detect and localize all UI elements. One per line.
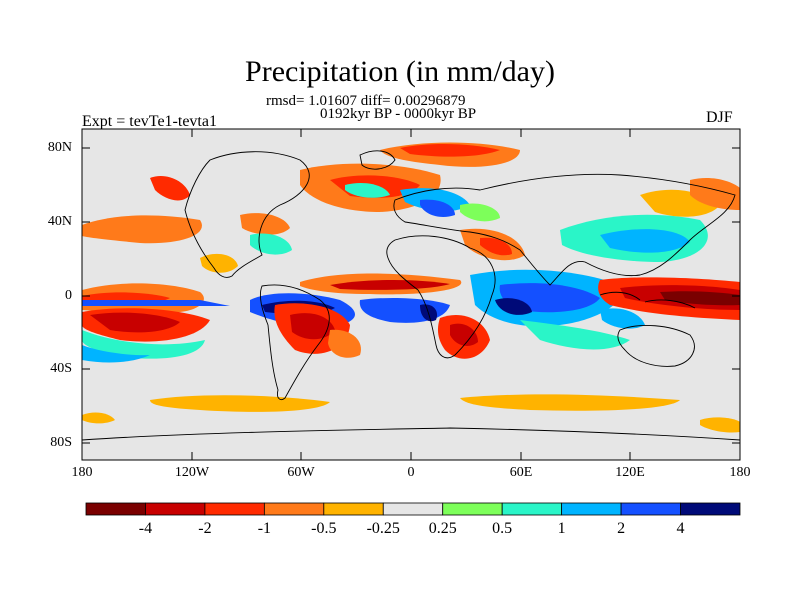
lon-tick-label: 180 [729,465,751,480]
colorbar [85,502,741,516]
lon-tick-label: 0 [407,465,415,480]
season-label: DJF [706,109,733,126]
colorbar-swatch [85,502,146,516]
lon-tick-label: 180 [71,465,93,480]
lon-tick-label: 120W [174,465,210,480]
colorbar-label: 1 [557,520,566,537]
colorbar-label: 2 [617,520,626,537]
map-ticks [81,129,741,460]
coastlines [81,150,741,441]
colorbar-label: -0.5 [311,520,337,537]
colorbar-label: 0.5 [492,520,513,537]
colorbar-label: -0.25 [366,520,400,537]
colorbar-label: -4 [138,520,153,537]
lon-tick-label: 60E [509,465,533,480]
colorbar-swatch [323,502,384,516]
colorbar-swatch [263,502,325,516]
experiment-label: Expt = tevTe1-tevta1 [82,113,217,130]
colorbar-label: -2 [198,520,212,537]
colorbar-swatch [382,502,444,516]
colorbar-swatch [620,502,681,516]
period-label: 0192kyr BP - 0000kyr BP [320,106,477,122]
lat-tick-label: 80S [50,435,72,450]
colorbar-label: 0.25 [428,520,457,537]
colorbar-label: -1 [257,520,272,537]
lat-tick-label: 40S [50,361,72,376]
colorbar-swatch [204,502,265,516]
lon-tick-label: 60W [287,465,315,480]
rmsd-diff-label: rmsd= 1.01607 diff= 0.00296879 [266,93,466,109]
lat-tick-label: 80N [47,140,72,155]
lat-tick-label: 0 [65,288,72,303]
anomaly-shading [82,142,740,433]
lat-tick-label: 40N [47,214,72,229]
colorbar-swatch [501,502,563,516]
chart-title: Precipitation (in mm/day) [245,55,555,88]
lon-tick-label: 120E [615,465,645,480]
colorbar-swatch [561,502,622,516]
colorbar-swatch [680,502,741,516]
colorbar-label: 4 [676,520,685,537]
colorbar-swatch [442,502,503,516]
colorbar-swatch [145,502,206,516]
